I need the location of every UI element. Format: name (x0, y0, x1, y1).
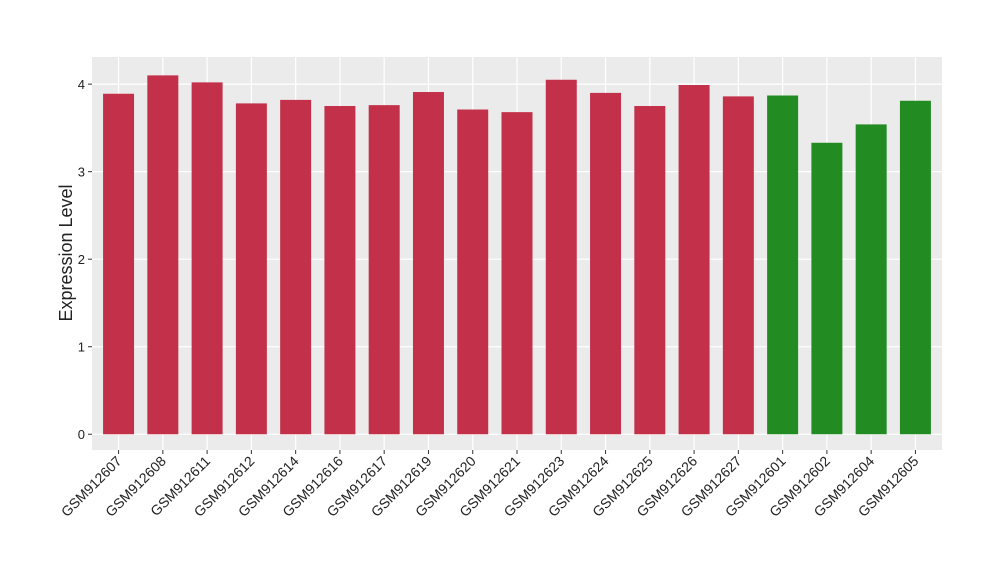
bar (590, 92, 622, 435)
bar (722, 96, 754, 435)
bar (634, 106, 666, 435)
bar (899, 100, 931, 435)
bar (678, 85, 710, 435)
bar (412, 92, 444, 435)
bar (767, 95, 799, 435)
bar (501, 112, 533, 435)
y-tick-label: 1 (78, 340, 85, 355)
y-tick-label: 4 (78, 77, 85, 92)
bar (368, 105, 400, 435)
y-tick-label: 3 (78, 165, 85, 180)
bar (457, 109, 489, 435)
bar (545, 79, 577, 435)
bar (811, 142, 843, 435)
y-axis-label: Expression Level (56, 184, 76, 321)
y-tick-label: 2 (78, 252, 85, 267)
bar (147, 75, 179, 435)
bar (235, 103, 267, 435)
y-tick-label: 0 (78, 427, 85, 442)
bar (191, 82, 223, 435)
bar (280, 99, 312, 435)
bar (103, 93, 135, 435)
bar (855, 124, 887, 435)
bar (324, 106, 356, 435)
